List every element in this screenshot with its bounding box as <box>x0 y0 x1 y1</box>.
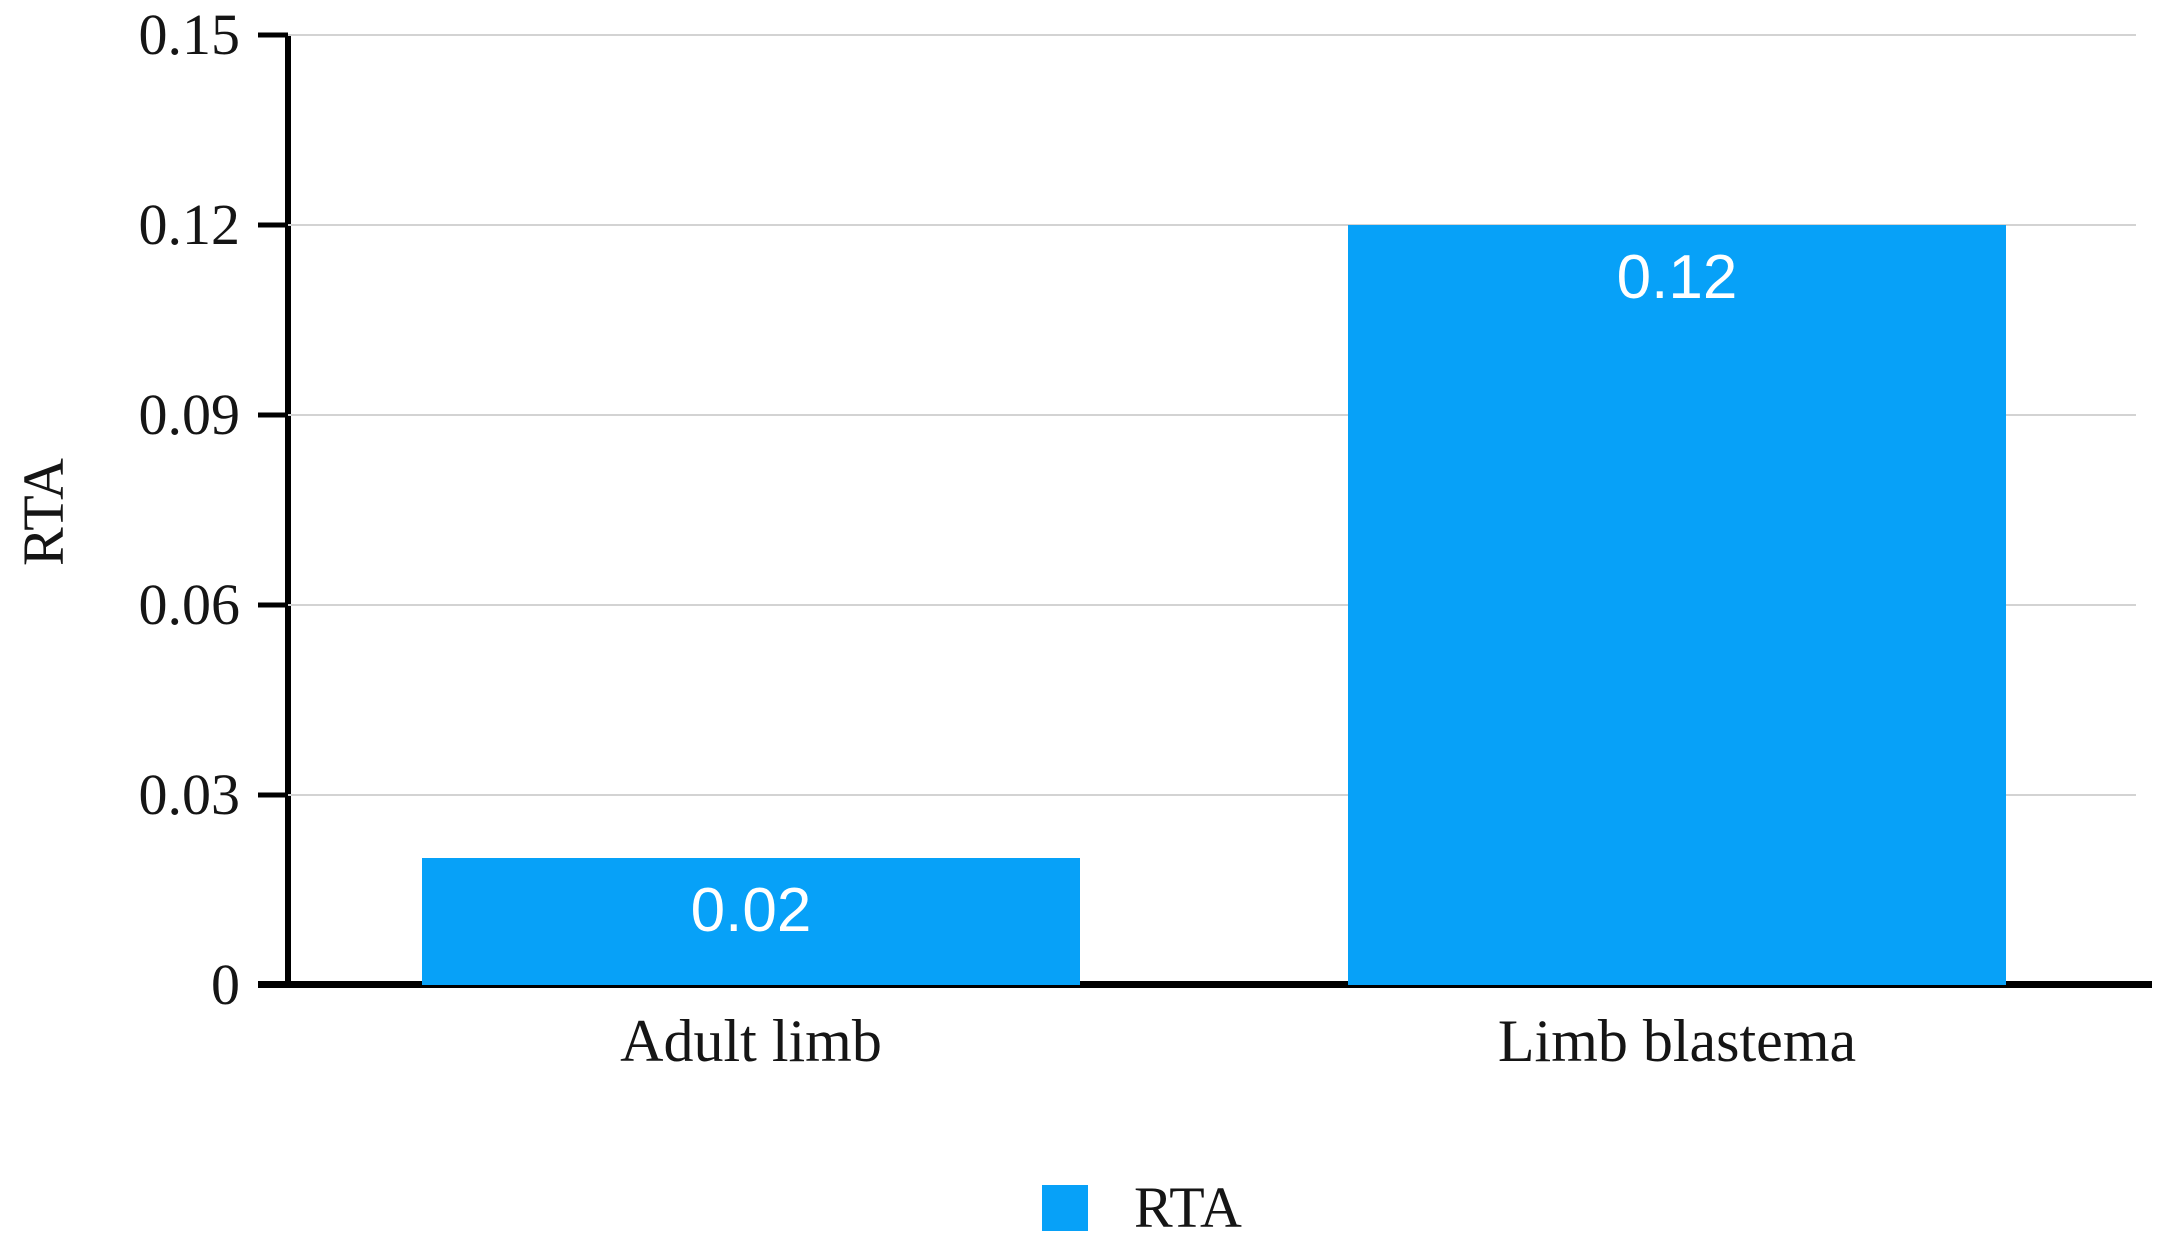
y-tick-label-0.03: 0.03 <box>138 762 241 827</box>
y-axis-line <box>285 35 291 985</box>
bar-value-label-adult-limb: 0.02 <box>690 876 812 946</box>
y-tick-label-0: 0 <box>211 952 240 1017</box>
legend-swatch-rta <box>1042 1185 1088 1231</box>
y-axis-title: RTA <box>11 458 76 566</box>
bar-adult-limb: 0.02 <box>422 858 1080 985</box>
bar-value-label-limb-blastema: 0.12 <box>1616 243 1738 312</box>
y-tick-0.06 <box>258 602 288 608</box>
legend-label-rta: RTA <box>1134 1175 1242 1240</box>
y-tick-label-0.06: 0.06 <box>138 572 241 637</box>
y-tick-label-0.12: 0.12 <box>138 192 241 257</box>
x-axis-line <box>258 981 2152 988</box>
y-tick-0 <box>258 982 288 988</box>
plot-area: 0 0.03 0.06 0.09 0.12 0.15 0.02 0.12 <box>139 6 2152 1014</box>
gridline-0.03 <box>288 794 2136 796</box>
gridline-0.15 <box>288 34 2136 36</box>
bar-limb-blastema: 0.12 <box>1348 225 2006 985</box>
x-category-label-adult-limb: Adult limb <box>620 1008 882 1074</box>
y-tick-label-0.09: 0.09 <box>138 382 241 447</box>
y-tick-0.03 <box>258 792 288 798</box>
gridline-0.06 <box>288 604 2136 606</box>
x-axis-category-labels: Adult limb Limb blastema <box>288 1008 2140 1074</box>
y-tick-label-0.15: 0.15 <box>138 2 241 67</box>
y-tick-0.15 <box>258 32 288 38</box>
y-tick-0.09 <box>258 412 288 418</box>
y-tick-0.12 <box>258 222 288 228</box>
legend: RTA <box>1042 1179 1242 1237</box>
gridline-0.12 <box>288 224 2136 226</box>
x-category-label-limb-blastema: Limb blastema <box>1497 1008 1857 1074</box>
gridline-0.09 <box>288 414 2136 416</box>
